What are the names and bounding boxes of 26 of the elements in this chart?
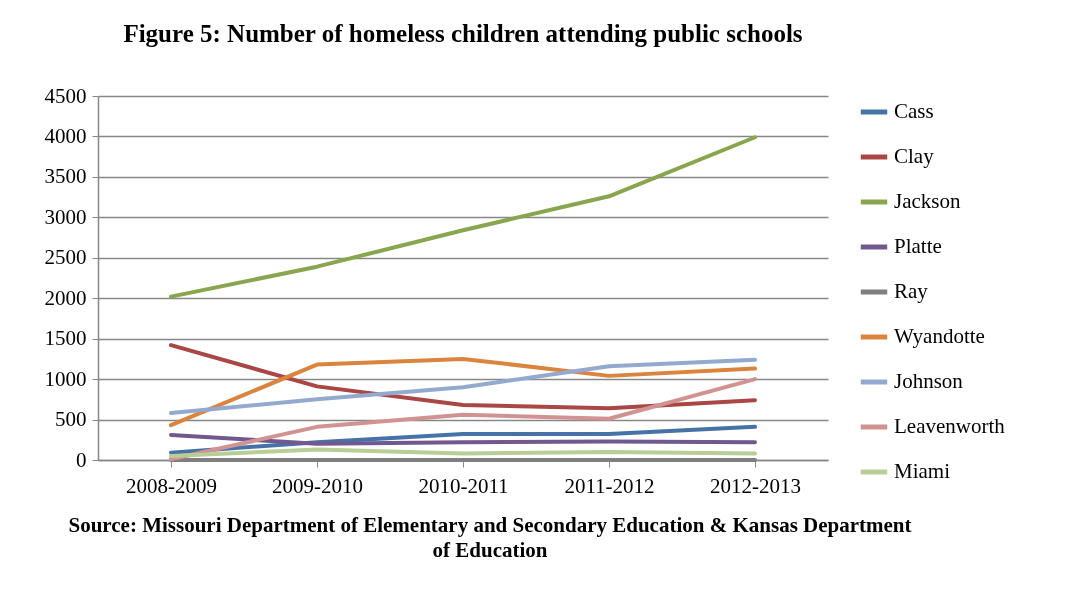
y-tick-label: 4500 <box>44 83 87 108</box>
y-tick-label: 2000 <box>44 285 87 310</box>
y-tick-label: 4000 <box>44 123 87 148</box>
legend-label: Clay <box>894 144 935 168</box>
x-tick-label: 2011-2012 <box>564 473 655 498</box>
y-tick-label: 1500 <box>44 326 87 351</box>
legend-label: Cass <box>894 99 934 123</box>
y-tick-label: 500 <box>55 407 87 432</box>
source-note: Source: Missouri Department of Elementary and Secondary Education & Kansas Department of Education <box>67 513 913 563</box>
legend-label: Jackson <box>894 189 961 213</box>
x-tick-label: 2009-2010 <box>272 473 363 498</box>
legend-label: Miami <box>894 459 951 483</box>
y-tick-label: 3500 <box>44 164 87 189</box>
legend-label: Johnson <box>894 369 964 393</box>
y-tick-label: 3000 <box>44 204 87 229</box>
y-tick-label: 0 <box>76 447 87 472</box>
legend-label: Platte <box>894 234 942 258</box>
y-tick-label: 1000 <box>44 366 87 391</box>
legend-label: Ray <box>894 279 929 303</box>
chart-title: Figure 5: Number of homeless children attending public schools <box>123 20 803 47</box>
x-tick-label: 2010-2011 <box>418 473 509 498</box>
y-tick-label: 2500 <box>44 245 87 270</box>
legend-label: Wyandotte <box>894 324 985 348</box>
x-tick-label: 2008-2009 <box>126 473 217 498</box>
x-tick-label: 2012-2013 <box>710 473 801 498</box>
legend-label: Leavenworth <box>894 414 1006 438</box>
